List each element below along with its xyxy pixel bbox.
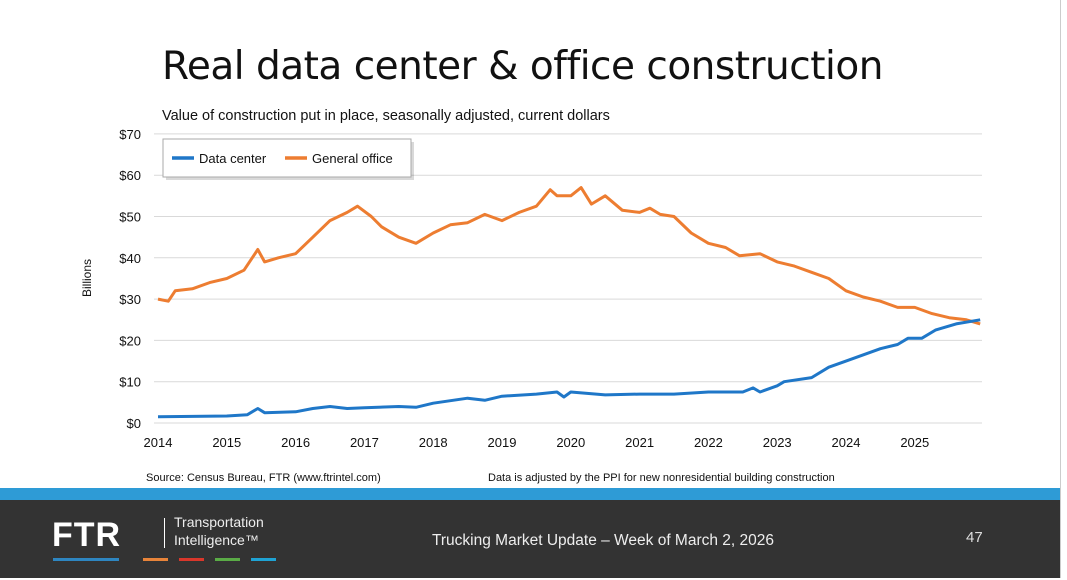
footer-title: Trucking Market Update – Week of March 2… xyxy=(432,532,775,549)
y-tick-label: $50 xyxy=(119,210,141,225)
x-tick-label: 2025 xyxy=(900,435,929,450)
y-tick-label: $60 xyxy=(119,168,141,183)
x-tick-label: 2020 xyxy=(556,435,585,450)
x-tick-label: 2018 xyxy=(419,435,448,450)
legend: Data center General office xyxy=(162,138,414,180)
legend-label-data-center: Data center xyxy=(199,151,267,166)
series-line-data-center xyxy=(157,318,981,419)
chart-subtitle: Value of construction put in place, seas… xyxy=(162,108,610,124)
x-tick-label: 2022 xyxy=(694,435,723,450)
footer-band xyxy=(0,488,1060,500)
x-tick-label: 2021 xyxy=(625,435,654,450)
page-number: 47 xyxy=(966,529,983,546)
adjustment-note: Data is adjusted by the PPI for new nonr… xyxy=(488,472,835,484)
ftr-logo: FTR xyxy=(52,516,122,554)
y-tick-label: $10 xyxy=(119,375,141,390)
x-tick-label: 2024 xyxy=(832,435,861,450)
y-tick-label: $20 xyxy=(119,333,141,348)
logo-color-bar xyxy=(143,558,168,561)
y-tick-label: $30 xyxy=(119,292,141,307)
y-tick-label: $0 xyxy=(127,416,141,431)
source-note: Source: Census Bureau, FTR (www.ftrintel… xyxy=(146,472,381,484)
x-tick-label: 2014 xyxy=(144,435,173,450)
legend-label-general-office: General office xyxy=(312,151,393,166)
logo-text-line2: Intelligence™ xyxy=(174,532,259,548)
logo-divider xyxy=(164,518,165,548)
logo-color-bar xyxy=(53,558,119,561)
series-line-general-office xyxy=(157,186,981,326)
y-tick-label: $70 xyxy=(119,127,141,142)
logo-color-bar xyxy=(179,558,204,561)
logo-text-line1: Transportation xyxy=(174,514,264,530)
x-tick-label: 2015 xyxy=(212,435,241,450)
x-tick-label: 2023 xyxy=(763,435,792,450)
logo-color-bar xyxy=(215,558,240,561)
footer: FTR Transportation Intelligence™ Truckin… xyxy=(0,500,1060,578)
x-tick-label: 2016 xyxy=(281,435,310,450)
y-tick-label: $40 xyxy=(119,251,141,266)
y-axis-label: Billions xyxy=(80,259,94,297)
slide-title: Real data center & office construction xyxy=(162,44,883,89)
x-tick-label: 2017 xyxy=(350,435,379,450)
line-chart: $0 $10 $20 $30 $40 $50 $60 $70 2014 2015 2016 2017… xyxy=(80,127,982,450)
logo-color-bar xyxy=(251,558,276,561)
x-tick-label: 2019 xyxy=(488,435,517,450)
